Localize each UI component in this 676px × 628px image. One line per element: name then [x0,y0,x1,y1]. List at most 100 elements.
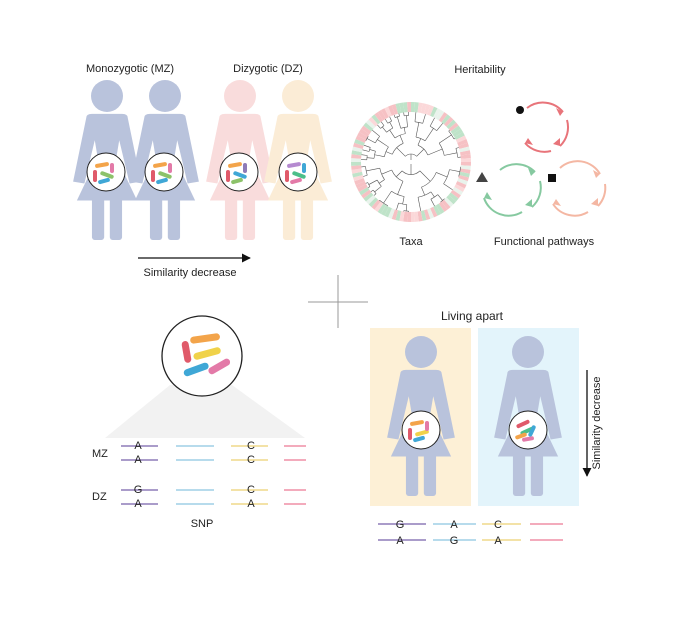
tree-ring-segment [436,110,445,121]
tree-branch [424,128,434,142]
tree-ring-segment [423,209,431,220]
tree-branch [380,125,385,129]
tree-branch [383,191,392,204]
tree-ring-segment [365,119,376,130]
tree-ring-segment [417,211,423,222]
mz-row-label: MZ [92,448,108,460]
tree-branch [363,144,371,148]
tree-ring-segment [359,187,370,196]
tree-branch [443,169,450,184]
tree-ring-segment [427,105,434,116]
tree-ring-segment [371,114,381,125]
tree-ring-segment [460,165,471,170]
tree-ring-segment [438,112,448,123]
tree-ring-segment [399,211,405,222]
tree-ring-segment [351,168,362,174]
tree-branch [367,182,371,187]
tree-ring-segment [391,104,399,115]
tree-ring-segment [377,110,386,121]
tree-ring-segment [365,194,376,205]
tree-ring-segment [448,192,459,202]
tree-branch [365,182,368,184]
pathway-cycle-green [483,163,542,217]
tree-ring-segment [352,146,363,153]
mz-snp-top-2: C [247,440,255,452]
taxa-phylogenetic-tree [351,102,471,222]
tree-branch [363,174,368,177]
tree-ring-segment [414,211,419,222]
tree-branch [427,148,443,156]
mz-snp-strands [121,445,306,461]
tree-branch [396,170,403,177]
tree-ring-segment [450,125,461,135]
living-apart-panel: Living apart Similarity decrease [370,309,603,547]
tree-branch [430,199,435,207]
tree-ring-segment [384,206,392,218]
tree-branch [369,149,376,152]
tree-ring-segment [352,171,363,178]
tree-branch [437,194,443,201]
pathways-label: Functional pathways [494,236,595,248]
living-apart-snp-top-1: G [396,519,405,531]
dz-row-label: DZ [92,491,107,503]
tree-ring-segment [443,197,454,208]
tree-branch [361,154,368,156]
tree-ring-segment [454,132,465,140]
tree-ring-segment [363,122,374,132]
tree-ring-segment [353,174,364,182]
tree-ring-segment [455,135,467,143]
tree-branch [444,152,458,156]
living-apart-snp-bottom-3: A [494,535,502,547]
pathway-marker-triangle [476,172,488,182]
zoom-wedge [105,385,305,438]
microbiome-icon [144,152,184,192]
tree-ring-segment [458,174,469,182]
tree-ring-segment [459,146,470,153]
tree-branch [436,172,448,178]
pathway-cycle-peach [552,160,607,217]
tree-branch [368,179,378,185]
tree-ring-segment [361,125,372,135]
tree-ring-segment [351,165,362,170]
tree-branch [436,123,443,131]
mz-snp-top-1: A [134,440,142,452]
tree-branch [389,116,392,122]
tree-ring-segment [384,106,392,118]
tree-branch [417,144,429,156]
tree-branch [430,194,438,200]
tree-branch [385,118,389,124]
tree-ring-segment [455,181,467,189]
tree-ring-segment [351,162,362,166]
microbiome-icon [86,152,126,192]
tree-branch [417,138,422,146]
tree-ring-segment [377,203,386,214]
tree-ring-segment [458,142,469,150]
tree-branch [406,115,408,127]
tree-branch [402,196,405,205]
snp-label: SNP [191,518,214,530]
tree-ring-segment [438,201,448,212]
tree-ring-segment [395,210,402,221]
tree-branch [392,143,404,155]
tree-branch [372,130,380,137]
tree-ring-segment [374,201,384,212]
similarity-label: Similarity decrease [144,267,237,279]
tree-branch [391,169,404,182]
tree-ring-segment [448,122,459,132]
mz-label: Monozygotic (MZ) [86,63,174,75]
living-apart-snp-top-3: C [494,519,502,531]
tree-branch [387,120,392,124]
tree-ring-segment [368,116,379,127]
tree-ring-segment [354,139,365,146]
heritability-panel: Heritability Taxa [351,64,607,248]
tree-branch [443,183,453,191]
tree-branch [439,134,452,144]
tree-branch [385,151,393,155]
tree-ring-segment [403,102,408,113]
tree-branch [374,154,385,158]
tree-branch [377,124,381,129]
tree-ring-segment [441,199,451,210]
tree-ring-segment [450,189,461,199]
tree-ring-segment [420,210,427,221]
